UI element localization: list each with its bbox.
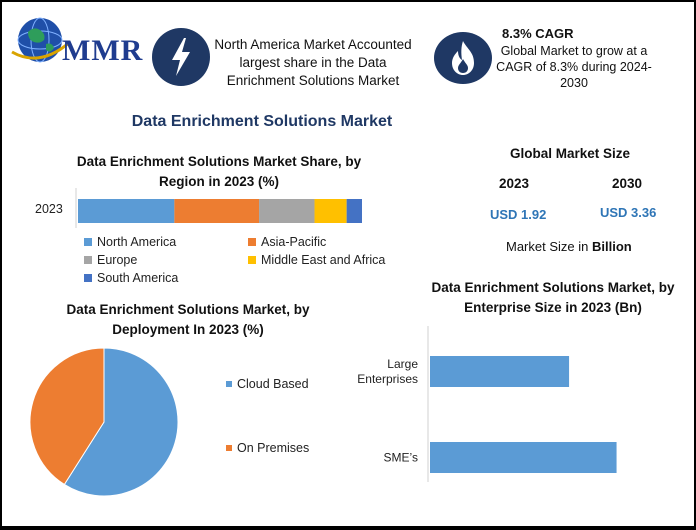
legend-swatch <box>248 238 256 246</box>
market-size-unit-bold: Billion <box>591 239 632 254</box>
legend-label: Europe <box>97 253 138 267</box>
legend-item-europe: Europe <box>84 253 137 267</box>
cagr-text: Global Market to grow at a CAGR of 8.3% … <box>496 44 652 90</box>
region-category-label: 2023 <box>35 202 63 216</box>
legend-item-cloud-based: Cloud Based <box>226 377 309 391</box>
legend-swatch <box>226 381 232 387</box>
legend-item-south-america: South America <box>84 271 178 285</box>
market-size-year-2030: 2030 <box>612 176 643 191</box>
legend-label: South America <box>97 271 179 285</box>
market-size-title: Global Market Size <box>509 146 631 161</box>
stacked-bar-segment-north-america <box>78 199 175 223</box>
legend-label: Asia-Pacific <box>261 235 327 249</box>
stacked-bar-segment-asia-pacific <box>174 199 260 223</box>
stacked-bar-segment-south-america <box>346 199 362 223</box>
globe-icon <box>11 17 71 63</box>
legend-item-north-america: North America <box>84 235 176 249</box>
market-size-value-2030: USD 3.36 <box>600 205 657 220</box>
legend-swatch <box>226 445 232 451</box>
enterprise-category-label: SME’s <box>384 451 418 465</box>
enterprise-category-label: Enterprises <box>357 372 418 386</box>
stacked-bar-segment-europe <box>259 199 315 223</box>
legend-item-asia-pacific: Asia-Pacific <box>248 235 326 249</box>
legend-label: North America <box>97 235 177 249</box>
deployment-pie-chart <box>29 347 179 497</box>
market-size-year-2023: 2023 <box>499 176 530 191</box>
market-size-value-2023: USD 1.92 <box>490 207 547 222</box>
legend-swatch <box>248 256 256 264</box>
legend-item-on-premises: On Premises <box>226 441 309 455</box>
pie-slice-on-premises <box>29 347 105 486</box>
region-stacked-bar-chart: 2023 <box>35 188 362 228</box>
region-chart-title: Data Enrichment Solutions Market Share, … <box>76 154 362 189</box>
enterprise-chart-title: Data Enrichment Solutions Market, by Ent… <box>431 280 675 315</box>
brand-logo-text: MMR <box>62 34 144 67</box>
market-size-unit-prefix: Market Size in <box>506 239 592 254</box>
flame-icon <box>452 41 474 75</box>
legend-swatch <box>84 274 92 282</box>
main-title: Data Enrichment Solutions Market <box>131 113 393 130</box>
share-info-text: North America Market Accounted largest s… <box>214 37 412 88</box>
enterprise-bar-large-enterprises <box>430 356 570 387</box>
enterprise-category-label: Large <box>387 357 418 371</box>
legend-item-middle-east-africa: Middle East and Africa <box>248 253 385 267</box>
enterprise-bar-smes <box>430 442 617 473</box>
legend-swatch <box>84 256 92 264</box>
legend-label: Cloud Based <box>237 377 309 391</box>
cagr-info-circle <box>434 32 492 84</box>
brand-logo: MMR <box>10 12 144 72</box>
share-info-circle <box>152 28 210 86</box>
legend-swatch <box>84 238 92 246</box>
pie-slice-cloud-based <box>63 347 179 497</box>
stacked-bar-segment-middle-east-and-africa <box>314 199 347 223</box>
legend-label: On Premises <box>237 441 310 455</box>
market-size-unit: Market Size in Billion <box>506 239 632 254</box>
deployment-chart-title: Data Enrichment Solutions Market, by Dep… <box>66 302 310 337</box>
legend-label: Middle East and Africa <box>261 253 386 267</box>
lightning-bolt-icon <box>172 38 190 76</box>
cagr-title: 8.3% CAGR <box>502 26 574 41</box>
